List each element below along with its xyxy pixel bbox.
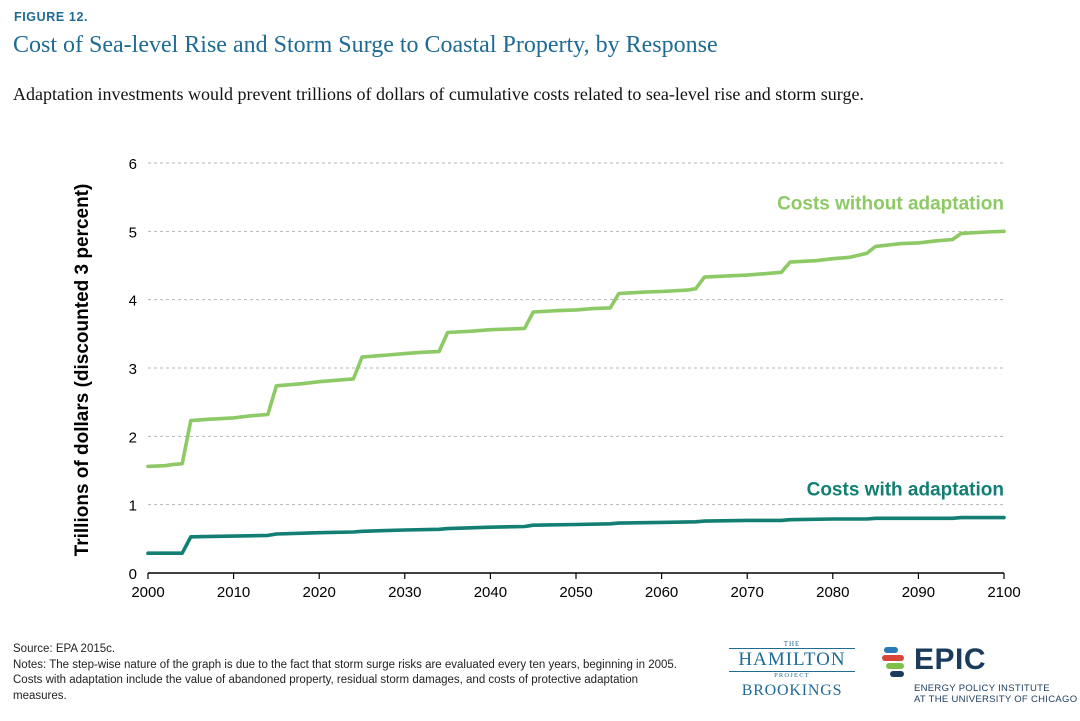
x-tick-label-2020: 2020 — [303, 584, 336, 601]
y-tick-labels: 0 1 2 3 4 5 6 — [129, 156, 137, 583]
x-tick-label-2100: 2100 — [987, 584, 1020, 601]
y-tick-label-0: 0 — [129, 566, 137, 583]
x-tick-labels: 2000 2010 2020 2030 2040 2050 2060 2070 2080 2090… — [131, 584, 1020, 601]
x-tick-label-2050: 2050 — [559, 584, 592, 601]
series-annotation-0: Costs without adaptation — [777, 193, 1004, 214]
hamilton-project-logo: THE HAMILTON PROJECT BROOKINGS — [727, 640, 857, 710]
y-tick-label-1: 1 — [129, 498, 137, 515]
epic-subtitle: ENERGY POLICY INSTITUTE AT THE UNIVERSIT… — [914, 683, 1077, 705]
x-tick-label-2010: 2010 — [217, 584, 250, 601]
x-tick-label-2040: 2040 — [474, 584, 507, 601]
grid-lines — [148, 162, 1004, 506]
epic-subtitle-line2: AT THE UNIVERSITY OF CHICAGO — [914, 694, 1078, 705]
series-line-0 — [146, 229, 1006, 469]
epic-wordmark: EPIC — [914, 643, 987, 676]
x-tick-label-2030: 2030 — [388, 584, 421, 601]
epic-logo: EPIC ENERGY POLICY INSTITUTE AT THE UNIV… — [882, 643, 1077, 711]
x-tick-label-2000: 2000 — [131, 584, 164, 601]
figure-label: FIGURE 12. — [14, 10, 89, 24]
epic-subtitle-line1: ENERGY POLICY INSTITUTE — [914, 683, 1050, 694]
y-tick-label-3: 3 — [129, 361, 137, 378]
y-tick-label-5: 5 — [129, 224, 137, 241]
epic-mark-icon — [882, 647, 904, 677]
y-tick-label-4: 4 — [129, 293, 137, 310]
source-note: Source: EPA 2015c. — [13, 643, 116, 655]
series-line-1 — [146, 515, 1006, 555]
brookings-wordmark: BROOKINGS — [741, 682, 843, 699]
x-tick-label-2070: 2070 — [731, 584, 764, 601]
y-axis-label: Trillions of dollars (discounted 3 perce… — [72, 184, 93, 557]
x-tick-label-2060: 2060 — [645, 584, 678, 601]
notes-text: Notes: The step-wise nature of the graph… — [13, 658, 677, 702]
chart-subtitle: Adaptation investments would prevent tri… — [13, 84, 864, 104]
footer-notes: Source: EPA 2015c. Notes: The step-wise … — [13, 642, 693, 704]
y-tick-label-6: 6 — [129, 156, 137, 173]
line-chart: 0 1 2 3 4 5 6 2000 2010 2020 2030 2040 2050 2060 2070… — [72, 156, 1021, 601]
series-lines — [146, 229, 1006, 555]
chart-title: Cost of Sea-level Rise and Storm Surge t… — [13, 32, 718, 58]
hamilton-name: HAMILTON — [729, 648, 855, 672]
series-annotations: Costs without adaptation Costs with adapt… — [777, 193, 1004, 500]
x-tick-label-2080: 2080 — [816, 584, 849, 601]
x-axis — [147, 572, 1005, 579]
series-annotation-1: Costs with adaptation — [807, 480, 1004, 501]
y-tick-label-2: 2 — [129, 429, 137, 446]
hamilton-the: THE — [783, 640, 801, 648]
hamilton-project-word: PROJECT — [774, 672, 810, 679]
x-tick-label-2090: 2090 — [902, 584, 935, 601]
